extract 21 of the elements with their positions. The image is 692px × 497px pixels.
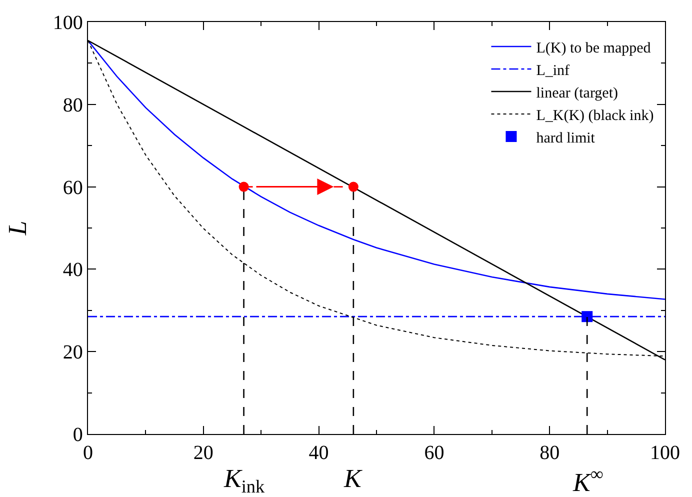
text: K$_{ink}$ [223, 464, 266, 496]
y-axis-title: L [3, 220, 32, 236]
x-tick-label: 40 [308, 442, 329, 464]
legend-label: L(K) to be mapped [536, 40, 652, 56]
x-tick-label: 60 [424, 442, 444, 464]
y-tick-label: 20 [62, 342, 83, 364]
legend-label: L_inf [536, 62, 570, 79]
x-tick-label: 20 [193, 442, 214, 464]
text: K [343, 464, 363, 493]
line-series [88, 40, 665, 300]
y-tick-label: 80 [62, 94, 83, 116]
x-tick-label: 100 [650, 442, 680, 464]
y-tick-label: 40 [62, 259, 83, 282]
text: K$^{∞}$ [572, 464, 604, 497]
y-tick-label: 100 [52, 12, 83, 34]
y-tick-label: 60 [62, 176, 83, 199]
y-tick-label: 0 [72, 424, 83, 446]
legend-label: hard limit [536, 130, 596, 146]
legend-label: L_K(K) (black ink) [536, 108, 654, 124]
x-tick-label: 80 [540, 442, 560, 464]
legend-label: linear (target) [536, 85, 618, 102]
